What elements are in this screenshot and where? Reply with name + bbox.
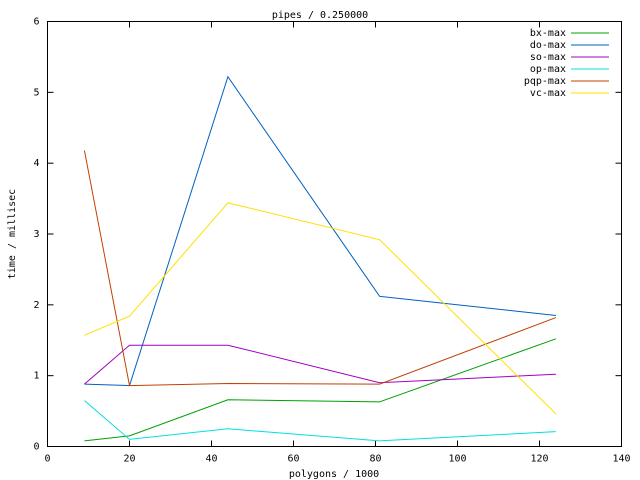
- x-axis-label: polygons / 1000: [289, 469, 379, 480]
- x-tick-label: 120: [530, 454, 548, 465]
- series-line: [84, 344, 556, 385]
- legend-label: pqp-max: [524, 76, 566, 87]
- series-line: [84, 400, 556, 442]
- x-tick-label: 0: [44, 454, 50, 465]
- x-tick-label: 80: [369, 454, 381, 465]
- y-tick-label: 0: [33, 442, 39, 453]
- y-tick-label: 6: [33, 17, 39, 28]
- chart-title: pipes / 0.250000: [272, 10, 368, 21]
- x-tick-label: 20: [123, 454, 135, 465]
- y-tick-label: 1: [33, 371, 39, 382]
- legend-label: so-max: [530, 52, 566, 63]
- legend-label: bx-max: [530, 28, 566, 39]
- x-tick-label: 140: [612, 454, 630, 465]
- legend-label: do-max: [530, 40, 566, 51]
- x-tick-label: 60: [287, 454, 299, 465]
- y-tick-label: 3: [33, 229, 39, 240]
- y-axis-label: time / millisec: [7, 189, 18, 279]
- legend-label: vc-max: [530, 88, 566, 99]
- series-line: [84, 75, 556, 387]
- x-tick-label: 100: [448, 454, 466, 465]
- x-tick-label: 40: [205, 454, 217, 465]
- legend-label: op-max: [530, 64, 566, 75]
- y-tick-label: 2: [33, 300, 39, 311]
- y-tick-label: 5: [33, 87, 39, 98]
- series-line: [84, 202, 557, 415]
- y-tick-label: 4: [33, 158, 39, 169]
- series-line: [84, 338, 557, 442]
- series-line: [83, 150, 557, 387]
